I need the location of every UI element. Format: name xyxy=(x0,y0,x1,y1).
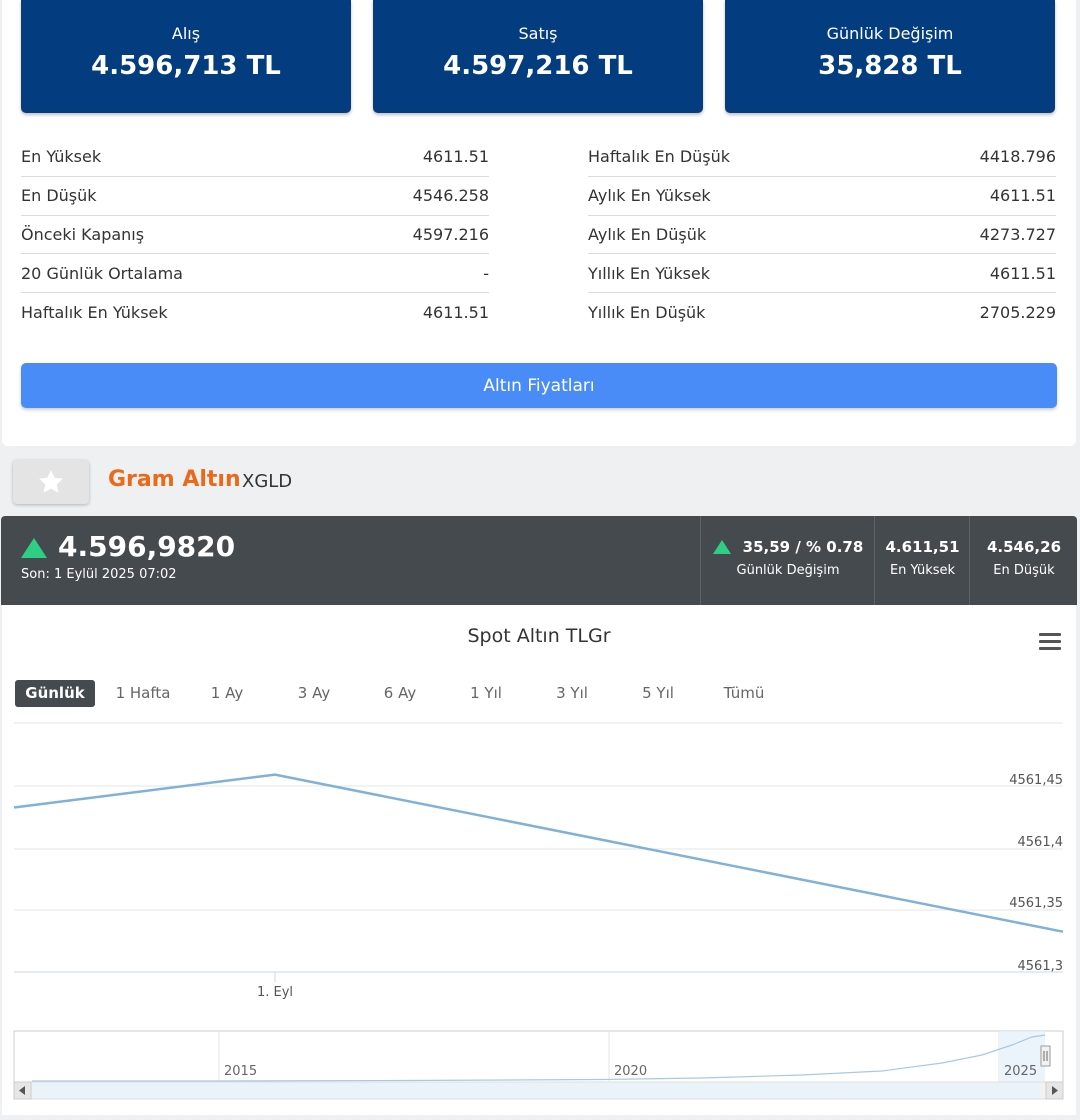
range-button-6-months[interactable]: 6 Ay xyxy=(383,684,417,702)
star-icon xyxy=(39,470,63,493)
stat-value: 4597.216 xyxy=(412,224,489,244)
stat-row: 20 Günlük Ortalama - xyxy=(21,254,489,294)
grid-lines xyxy=(14,722,1063,982)
navigator-label: 2020 xyxy=(614,1064,647,1079)
hamburger-menu-icon[interactable] xyxy=(1039,633,1061,653)
sell-price-label: Satış xyxy=(518,24,558,43)
range-button-1-week[interactable]: 1 Hafta xyxy=(115,684,171,702)
high-value: 4.611,51 xyxy=(885,538,960,556)
stat-row: Haftalık En Düşük 4418.796 xyxy=(588,138,1056,177)
y-tick-label: 4561,45 xyxy=(1009,773,1063,788)
y-tick-label: 4561,35 xyxy=(1009,896,1063,911)
stat-value: 4273.727 xyxy=(979,224,1056,244)
stat-value: 4546.258 xyxy=(412,186,489,206)
x-tick-label: 1. Eyl xyxy=(257,985,293,1000)
stat-label: En Düşük xyxy=(21,186,97,206)
quote-bar: 4.596,9820 Son: 1 Eylül 2025 07:02 35,59… xyxy=(1,516,1077,605)
stat-label: Haftalık En Yüksek xyxy=(21,303,168,323)
up-arrow-icon xyxy=(713,540,731,554)
sell-price-value: 4.597,216 TL xyxy=(443,51,633,81)
daily-change-value: 35,59 / % 0.78 xyxy=(742,538,864,556)
price-series-line xyxy=(13,773,1064,933)
stats-right-column: Haftalık En Düşük 4418.796 Aylık En Yükse… xyxy=(588,138,1056,332)
buy-price-label: Alış xyxy=(171,24,201,43)
stat-label: Önceki Kapanış xyxy=(21,224,145,244)
stat-label: Yıllık En Düşük xyxy=(588,303,706,323)
low-value: 4.546,26 xyxy=(986,538,1062,556)
gold-summary-card: Alış 4.596,713 TL Satış 4.597,216 TL Gün… xyxy=(2,0,1076,446)
daily-change-value: 35,828 TL xyxy=(818,51,962,81)
y-tick-label: 4561,3 xyxy=(1018,959,1064,974)
stat-label: Haftalık En Düşük xyxy=(588,147,731,167)
chevron-left-icon xyxy=(19,1086,25,1095)
stat-row: Aylık En Yüksek 4611.51 xyxy=(588,177,1056,216)
stat-label: 20 Günlük Ortalama xyxy=(21,263,183,283)
navigator-label: 2025 xyxy=(1004,1064,1037,1079)
stat-row: En Yüksek 4611.51 xyxy=(21,138,489,177)
stat-row: Yıllık En Düşük 2705.229 xyxy=(588,293,1056,332)
favorite-button[interactable] xyxy=(13,460,89,504)
stat-row: Haftalık En Yüksek 4611.51 xyxy=(21,293,489,332)
stats-left-column: En Yüksek 4611.51 En Düşük 4546.258 Önceki… xyxy=(21,138,489,332)
y-tick-label: 4561,4 xyxy=(1018,835,1064,850)
stat-label: Aylık En Yüksek xyxy=(588,186,711,206)
range-button-daily[interactable]: Günlük xyxy=(15,680,95,707)
stat-row: En Düşük 4546.258 xyxy=(21,177,489,216)
range-button-all[interactable]: Tümü xyxy=(723,684,765,702)
stat-value: 2705.229 xyxy=(979,303,1056,323)
range-button-3-years[interactable]: 3 Yıl xyxy=(556,684,588,702)
price-chart: 4561,45 4561,4 4561,35 4561,3 1. Eyl 201… xyxy=(13,722,1064,1100)
stat-label: Aylık En Düşük xyxy=(588,224,707,244)
daily-change-label: Günlük Değişim xyxy=(826,24,954,43)
stat-row: Aylık En Düşük 4273.727 xyxy=(588,216,1056,255)
stat-value: 4611.51 xyxy=(989,263,1056,283)
range-button-3-months[interactable]: 3 Ay xyxy=(297,684,331,702)
range-button-1-month[interactable]: 1 Ay xyxy=(210,684,244,702)
daily-change-cell: 35,59 / % 0.78 Günlük Değişim xyxy=(700,516,875,605)
range-button-1-year[interactable]: 1 Yıl xyxy=(470,684,502,702)
stat-value: 4611.51 xyxy=(422,147,489,167)
range-navigator[interactable]: 2015 2020 2025 xyxy=(13,1030,1064,1084)
daily-change-box: Günlük Değişim 35,828 TL xyxy=(725,0,1055,113)
navigator-handle[interactable] xyxy=(1040,1045,1051,1067)
navigator-label: 2015 xyxy=(224,1064,257,1079)
stat-label: Yıllık En Yüksek xyxy=(588,263,711,283)
chart-card: Spot Altın TLGr Günlük 1 Hafta 1 Ay 3 Ay… xyxy=(2,605,1076,1115)
asset-code: XGLD xyxy=(242,471,293,492)
low-label: En Düşük xyxy=(993,563,1055,578)
range-button-5-years[interactable]: 5 Yıl xyxy=(642,684,674,702)
high-cell: 4.611,51 En Yüksek xyxy=(874,516,970,605)
buy-price-box: Alış 4.596,713 TL xyxy=(21,0,351,113)
high-label: En Yüksek xyxy=(889,563,956,578)
current-price: 4.596,9820 xyxy=(58,530,236,563)
stat-row: Yıllık En Yüksek 4611.51 xyxy=(588,254,1056,294)
chart-title: Spot Altın TLGr xyxy=(467,625,611,647)
stat-row: Önceki Kapanış 4597.216 xyxy=(21,216,489,255)
low-cell: 4.546,26 En Düşük xyxy=(969,516,1078,605)
last-update-time: Son: 1 Eylül 2025 07:02 xyxy=(21,567,177,582)
up-arrow-icon xyxy=(21,538,47,558)
stat-value: 4611.51 xyxy=(422,303,489,323)
buy-price-value: 4.596,713 TL xyxy=(91,51,281,81)
daily-change-label: Günlük Değişim xyxy=(736,563,840,578)
sell-price-box: Satış 4.597,216 TL xyxy=(373,0,703,113)
stat-value: 4418.796 xyxy=(979,147,1056,167)
stat-value: - xyxy=(483,263,489,283)
chevron-right-icon xyxy=(1052,1086,1058,1095)
horizontal-scrollbar[interactable] xyxy=(13,1081,1064,1100)
stat-value: 4611.51 xyxy=(989,186,1056,206)
gold-prices-button[interactable]: Altın Fiyatları xyxy=(21,363,1057,408)
stat-label: En Yüksek xyxy=(21,147,102,167)
asset-name: Gram Altın xyxy=(108,467,241,492)
